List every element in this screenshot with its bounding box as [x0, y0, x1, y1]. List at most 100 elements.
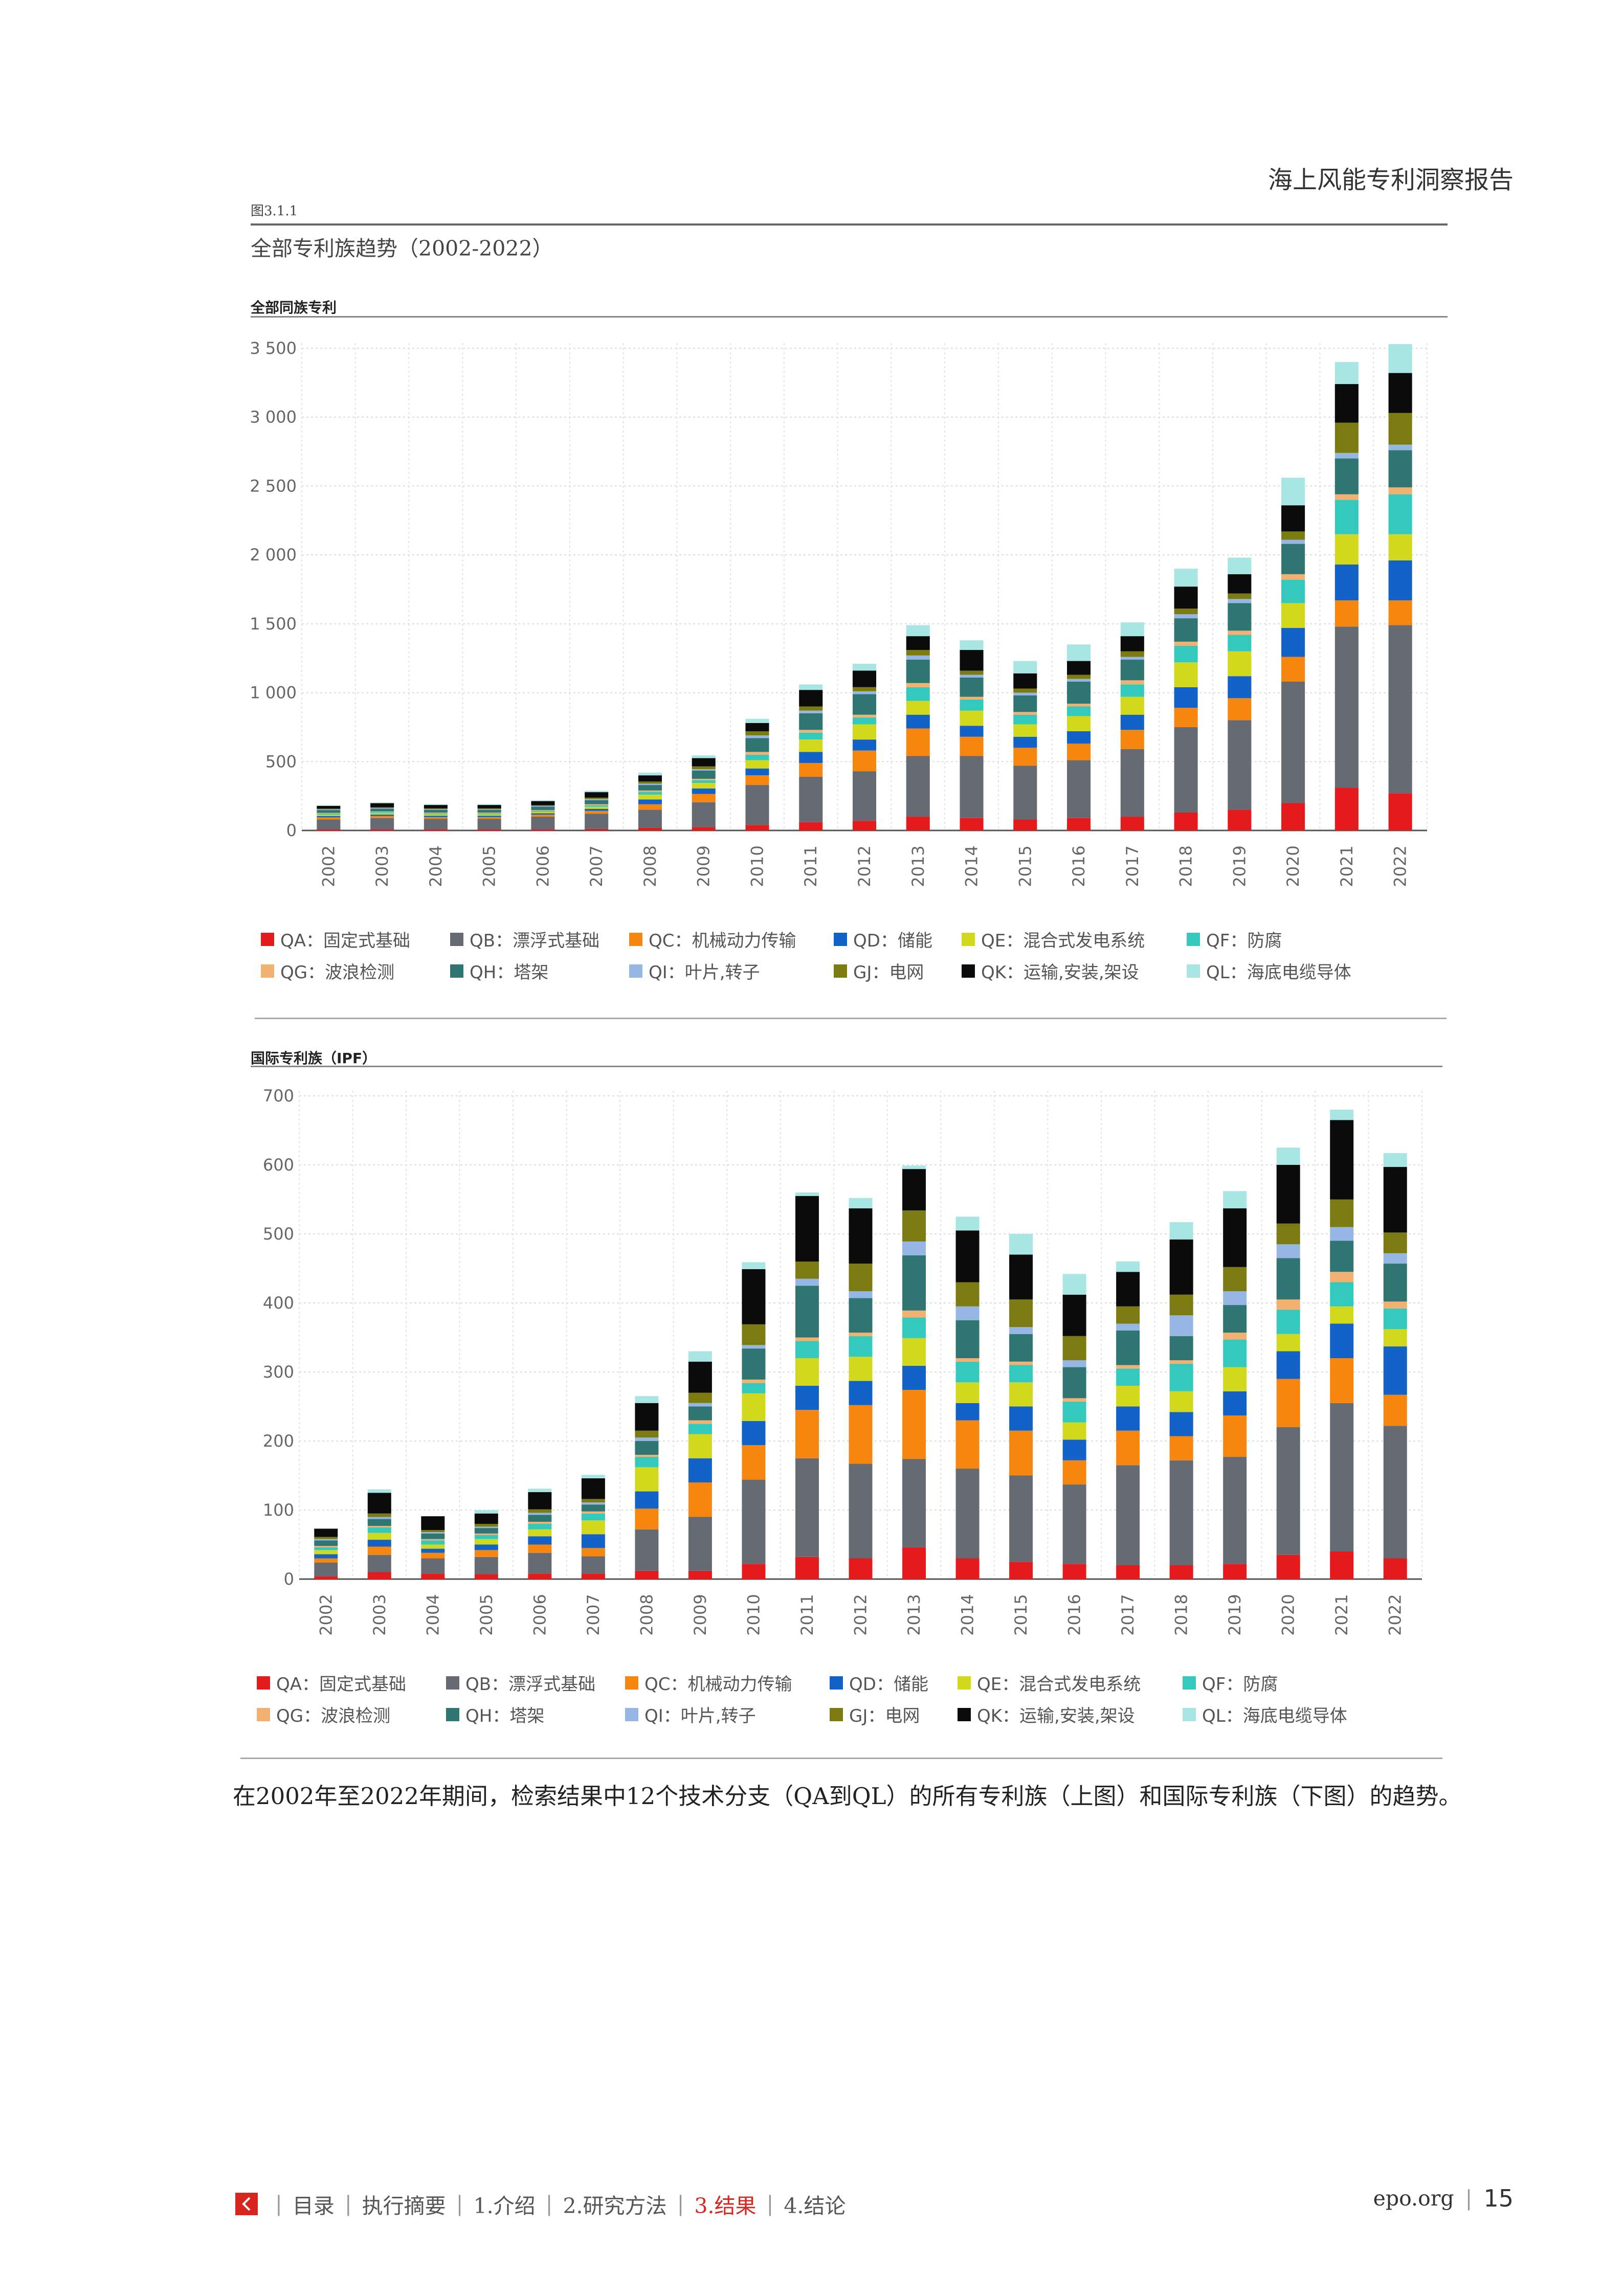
- nav-separator: |: [1465, 2186, 1473, 2211]
- legend-swatch: [834, 964, 847, 978]
- footer-right: epo.org | 15: [1373, 2185, 1514, 2212]
- legend-swatch: [257, 1676, 270, 1690]
- x-tick-label: 2019: [1230, 845, 1249, 887]
- legend-item-qf: QF：防腐: [1183, 1670, 1278, 1695]
- section-divider: [255, 1018, 1447, 1019]
- nav-link-conclusions[interactable]: 4.结论: [784, 2194, 846, 2218]
- legend-item-qc: QC：机械动力传输: [629, 927, 796, 952]
- legend-swatch: [958, 1676, 971, 1690]
- legend-label: QI：叶片,转子: [644, 1706, 756, 1726]
- legend-item-qa: QA：固定式基础: [257, 1670, 406, 1695]
- y-tick-label: 2 000: [250, 545, 297, 565]
- nav-link-introduction[interactable]: 1.介绍: [473, 2194, 536, 2218]
- chart-title-rule: [251, 316, 1448, 318]
- chart-title-all-families: 全部同族专利: [251, 299, 337, 316]
- x-tick-label: 2014: [958, 1594, 977, 1635]
- legend-item-ql: QL：海底电缆导体: [1183, 1702, 1347, 1727]
- x-tick-label: 2008: [637, 1594, 656, 1635]
- legend-item-qh: QH：塔架: [446, 1702, 544, 1727]
- nav-separator: |: [545, 2192, 553, 2216]
- y-tick-label: 2 500: [250, 476, 297, 496]
- header-title: 海上风能专利洞察报告: [1267, 166, 1514, 194]
- x-tick-label: 2013: [904, 1594, 924, 1635]
- legend-label: QI：叶片,转子: [649, 962, 760, 983]
- footer-nav: | 目录 | 执行摘要 | 1.介绍 | 2.研究方法 | 3.结果 | 4.结…: [235, 2189, 846, 2219]
- legend-swatch: [1183, 1707, 1196, 1721]
- nav-separator: |: [344, 2192, 352, 2216]
- legend-swatch: [450, 932, 463, 946]
- legend-label: QB：漂浮式基础: [470, 931, 600, 951]
- x-tick-label: 2009: [691, 1594, 710, 1635]
- x-tick-label: 2018: [1172, 1594, 1191, 1635]
- x-tick-label: 2010: [747, 845, 767, 887]
- figure-caption: 在2002年至2022年期间，检索结果中12个技术分支（QA到QL）的所有专利族…: [233, 1783, 1462, 1810]
- chart-ipf: 0 100 200 300 400 500 600 700 2002 2003 2004 2005 20…: [263, 1086, 1422, 1636]
- x-tick-label: 2017: [1118, 1594, 1138, 1635]
- page-number: 15: [1483, 2185, 1514, 2212]
- x-tick-label: 2014: [962, 845, 982, 887]
- x-tick-label: 2002: [319, 845, 338, 887]
- legend-label: QC：机械动力传输: [644, 1674, 792, 1695]
- x-tick-label: 2011: [801, 845, 820, 887]
- legend-swatch: [257, 1707, 270, 1721]
- nav-link-results[interactable]: 3.结果: [694, 2194, 757, 2218]
- legend-item-qh: QH：塔架: [450, 958, 548, 983]
- legend-item-ql: QL：海底电缆导体: [1187, 958, 1351, 983]
- y-tick-label: 700: [263, 1086, 294, 1106]
- back-arrow-icon[interactable]: [235, 2193, 258, 2215]
- y-tick-label: 500: [265, 752, 297, 771]
- legend-label: QH：塔架: [470, 962, 549, 983]
- x-tick-label: 2015: [1015, 845, 1035, 887]
- figure-bottom-rule: [240, 1758, 1442, 1759]
- legend-all-families: QA：固定式基础 QB：漂浮式基础 QC：机械动力传输 QD：储能 QE：混合式发电系统…: [0, 0, 1624, 1018]
- legend-label: QL：海底电缆导体: [1206, 962, 1351, 983]
- x-tick-label: 2003: [372, 845, 392, 887]
- x-tick-label: 2003: [370, 1594, 389, 1635]
- x-tick-label: 2020: [1279, 1594, 1298, 1635]
- chart-title-rule: [251, 1066, 1442, 1067]
- x-tick-label: 2008: [640, 845, 660, 887]
- x-tick-label: 2005: [480, 845, 499, 887]
- y-tick-label: 0: [284, 1569, 294, 1589]
- legend-swatch: [629, 964, 642, 978]
- footer-site-link[interactable]: epo.org: [1373, 2186, 1454, 2211]
- x-tick-label: 2018: [1176, 845, 1196, 887]
- y-tick-label: 0: [286, 821, 297, 840]
- legend-swatch: [962, 964, 975, 978]
- x-tick-label: 2021: [1332, 1594, 1351, 1635]
- legend-item-qk: QK：运输,安装,架设: [958, 1702, 1135, 1727]
- nav-separator: |: [677, 2192, 684, 2216]
- x-tick-label: 2016: [1065, 1594, 1084, 1635]
- legend-swatch: [446, 1676, 459, 1690]
- y-tick-label: 500: [263, 1224, 294, 1244]
- legend-item-qf: QF：防腐: [1187, 927, 1282, 952]
- nav-link-methodology[interactable]: 2.研究方法: [563, 2194, 667, 2218]
- y-tick-label: 1 500: [250, 614, 297, 634]
- legend-item-qi: QI：叶片,转子: [629, 958, 760, 983]
- x-tick-label: 2002: [316, 1594, 336, 1635]
- legend-item-qg: QG：波浪检测: [261, 958, 394, 983]
- nav-link-contents[interactable]: 目录: [292, 2194, 335, 2218]
- legend-label: QC：机械动力传输: [649, 931, 796, 951]
- y-tick-label: 3 000: [250, 408, 297, 427]
- legend-label: QA：固定式基础: [276, 1674, 407, 1695]
- legend-label: GJ：电网: [849, 1706, 920, 1726]
- legend-swatch: [450, 964, 463, 978]
- x-tick-label: 2012: [851, 1594, 871, 1635]
- nav-link-executive-summary[interactable]: 执行摘要: [362, 2194, 446, 2218]
- legend-item-gj: GJ：电网: [834, 958, 924, 983]
- legend-label: QH：塔架: [465, 1706, 545, 1726]
- legend-item-qe: QE：混合式发电系统: [958, 1670, 1141, 1695]
- legend-swatch: [830, 1676, 843, 1690]
- legend-label: QG：波浪检测: [276, 1706, 391, 1726]
- x-tick-label: 2017: [1123, 845, 1142, 887]
- x-tick-label: 2015: [1011, 1594, 1031, 1635]
- legend-item-qd: QD：储能: [830, 1670, 928, 1695]
- legend-swatch: [1187, 932, 1200, 946]
- y-tick-label: 1 000: [250, 683, 297, 703]
- legend-swatch: [261, 964, 274, 978]
- legend-swatch: [830, 1707, 843, 1721]
- legend-label: QB：漂浮式基础: [465, 1674, 596, 1695]
- x-tick-label: 2007: [587, 845, 606, 887]
- legend-item-qb: QB：漂浮式基础: [450, 927, 599, 952]
